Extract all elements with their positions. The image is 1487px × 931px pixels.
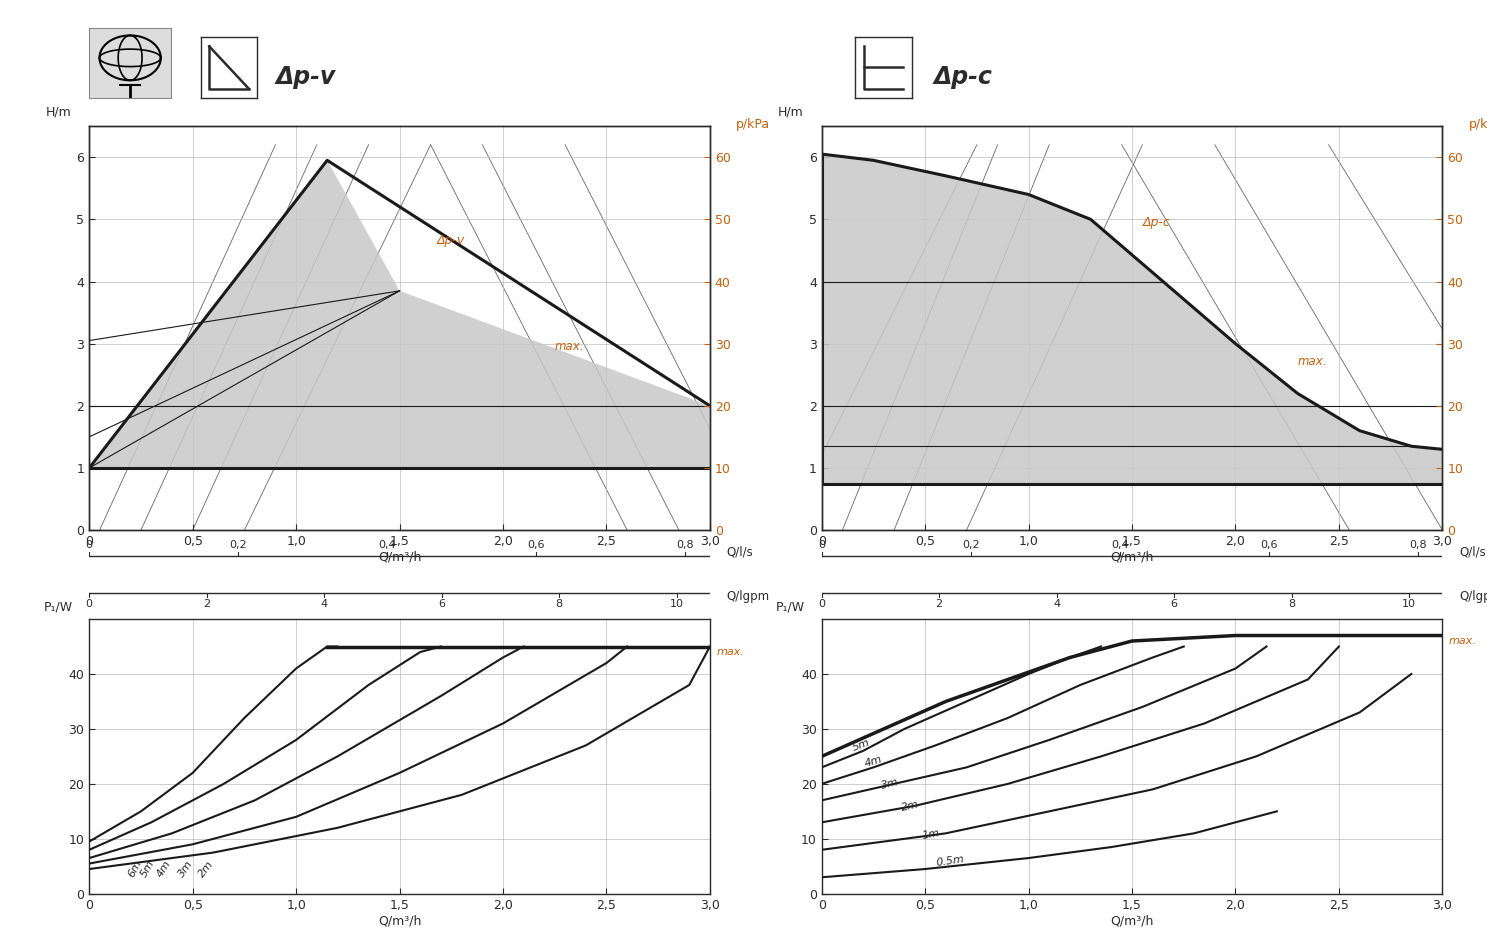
Text: max.: max.	[717, 647, 744, 656]
Text: 10: 10	[1402, 600, 1416, 610]
Text: 0.5m: 0.5m	[935, 855, 965, 869]
Text: 0: 0	[818, 600, 825, 610]
Text: 6: 6	[439, 600, 445, 610]
Text: max.: max.	[1298, 356, 1326, 369]
Text: Δp-v: Δp-v	[437, 235, 465, 248]
X-axis label: Q/m³/h: Q/m³/h	[1111, 551, 1154, 564]
Text: Q/lgpm: Q/lgpm	[1459, 589, 1487, 602]
Text: Q/l/s: Q/l/s	[727, 546, 754, 559]
Text: 0,8: 0,8	[677, 540, 694, 549]
Text: 6m: 6m	[126, 858, 144, 879]
Y-axis label: p/kPa: p/kPa	[1469, 118, 1487, 131]
Text: 5m: 5m	[851, 737, 871, 753]
Text: 0: 0	[86, 600, 92, 610]
Text: 0,4: 0,4	[1111, 540, 1129, 549]
Text: 2: 2	[935, 600, 943, 610]
Text: 0,8: 0,8	[1408, 540, 1426, 549]
X-axis label: Q/m³/h: Q/m³/h	[378, 551, 421, 564]
Text: 6: 6	[1170, 600, 1178, 610]
Text: 0,6: 0,6	[1259, 540, 1277, 549]
Text: 0,6: 0,6	[528, 540, 544, 549]
Text: 2m: 2m	[900, 800, 920, 814]
Text: 8: 8	[1288, 600, 1295, 610]
Text: Δp-c: Δp-c	[1142, 216, 1170, 229]
Text: 4: 4	[321, 600, 327, 610]
Y-axis label: H/m: H/m	[45, 105, 71, 118]
Text: 4m: 4m	[862, 754, 883, 769]
Text: max.: max.	[555, 340, 584, 353]
Y-axis label: P₁/W: P₁/W	[43, 600, 73, 614]
Polygon shape	[822, 155, 1442, 483]
Text: 4: 4	[1053, 600, 1060, 610]
Y-axis label: p/kPa: p/kPa	[736, 118, 770, 131]
Text: 0: 0	[86, 540, 92, 549]
Text: 2m: 2m	[196, 859, 216, 879]
Text: Δp-v: Δp-v	[275, 65, 336, 89]
X-axis label: Q/m³/h: Q/m³/h	[1111, 914, 1154, 927]
Text: 1m: 1m	[920, 828, 940, 841]
Text: 3m: 3m	[175, 858, 195, 879]
Text: 2: 2	[204, 600, 210, 610]
Text: 3m: 3m	[880, 777, 900, 791]
Y-axis label: P₁/W: P₁/W	[776, 600, 804, 614]
Text: Δp-c: Δp-c	[934, 65, 992, 89]
Text: Q/lgpm: Q/lgpm	[727, 589, 770, 602]
Text: 5m: 5m	[138, 858, 156, 879]
Text: 0,4: 0,4	[378, 540, 396, 549]
Text: max.: max.	[1448, 636, 1477, 646]
Text: Q/l/s: Q/l/s	[1459, 546, 1486, 559]
Text: 0: 0	[818, 540, 825, 549]
Text: 4m: 4m	[156, 858, 174, 879]
Polygon shape	[89, 160, 709, 468]
X-axis label: Q/m³/h: Q/m³/h	[378, 914, 421, 927]
Text: 0,2: 0,2	[962, 540, 980, 549]
Text: 8: 8	[556, 600, 562, 610]
Text: 0,2: 0,2	[229, 540, 247, 549]
Text: 10: 10	[669, 600, 684, 610]
Y-axis label: H/m: H/m	[778, 105, 803, 118]
